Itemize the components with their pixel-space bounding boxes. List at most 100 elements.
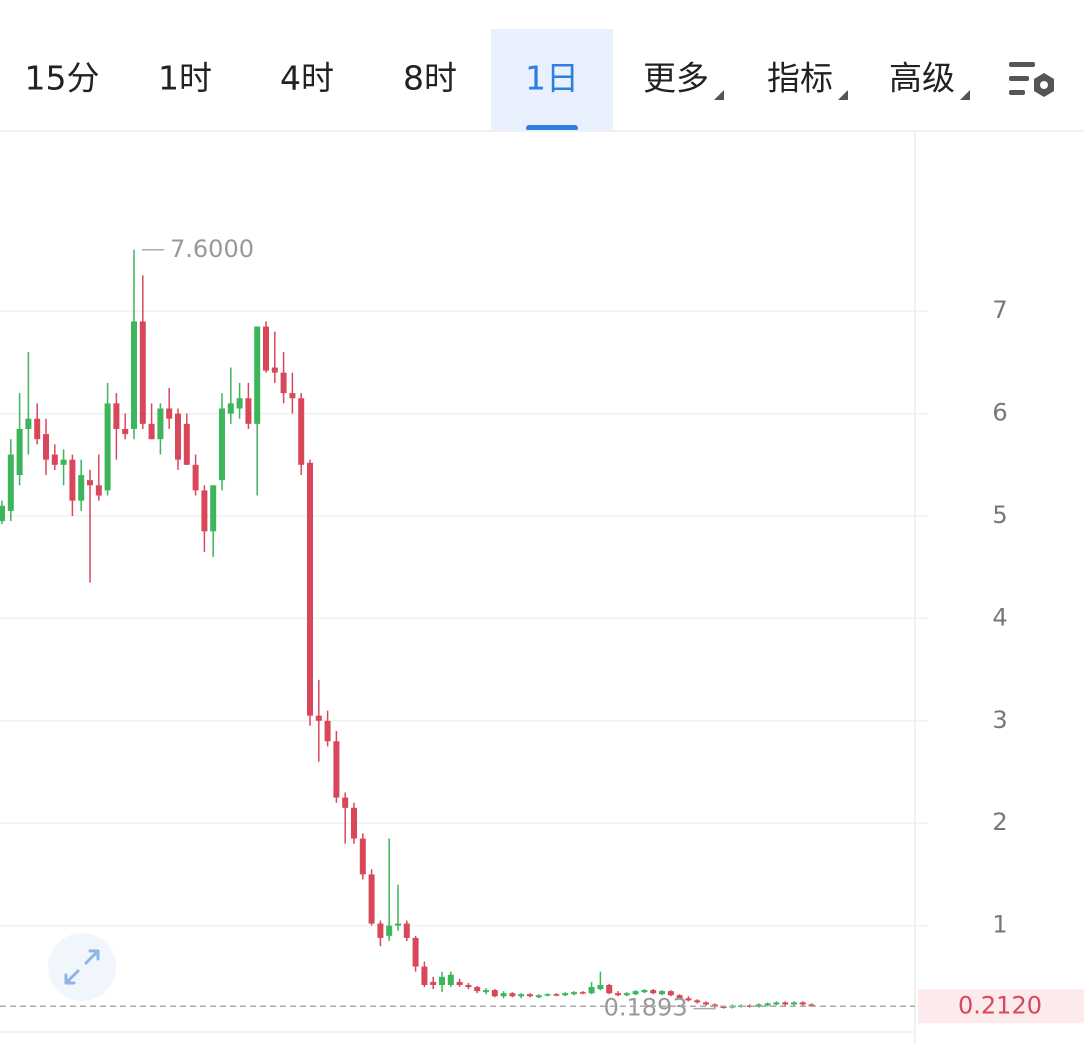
candle-body [122,428,129,435]
candle-body [307,462,313,716]
candle-body [667,991,674,996]
candle-body [60,459,67,465]
tab[interactable]: 1日 [525,59,579,98]
candle-body [791,1002,797,1005]
candle-body [430,981,437,985]
candle-body [25,418,32,429]
candle-body [808,1004,815,1007]
candle-body [676,995,683,999]
candle-body [403,923,410,938]
annotation-label: 0.1893 [604,994,688,1022]
candle-body [527,994,533,997]
candle-body [535,995,542,998]
candle-body [219,408,225,481]
y-tick-label: 2 [992,808,1007,836]
candle-body [553,994,560,996]
expand-button[interactable] [48,933,116,1001]
y-tick-label: 5 [992,501,1007,529]
candle-body [236,398,243,409]
tab-indicator [526,125,578,131]
candle-body [799,1002,806,1005]
candle-body [659,991,665,995]
candle-body [139,321,146,424]
y-tick-label: 7 [992,296,1007,324]
candle-body [377,923,384,938]
candle-body [280,372,287,394]
y-tick-label: 1 [992,911,1007,939]
last-price-label: 0.2120 [958,991,1042,1019]
tab[interactable]: 1时 [158,59,212,98]
candle-body [711,1004,718,1007]
settings-icon[interactable] [1009,62,1054,97]
candle-body [210,485,217,532]
candle-body [271,367,278,373]
candle-body [571,992,577,995]
candle-body [483,990,489,993]
candle-body [245,398,252,424]
candle-body [579,992,586,994]
candle-body [641,990,648,993]
candle-body [720,1006,727,1008]
candle-body [175,413,181,460]
candle-body [78,475,85,501]
candle-body [148,423,155,440]
candle-body [289,393,296,399]
candle-body [95,485,102,496]
candle-body [333,741,340,798]
plot: 1 2 3 4 5 6 7 7.6000 0.1893 0.2120 [0,235,1084,1024]
candle-body [113,403,120,429]
candle-body [131,321,137,429]
candle-body [51,454,58,465]
candle-body [773,1002,780,1005]
tab[interactable]: 指标 [767,59,833,98]
candle-body [263,326,269,371]
candle-body [298,398,305,465]
candle-body [782,1002,789,1005]
candle-body [104,403,111,491]
candle-body [43,434,49,460]
candle-body [623,993,630,996]
candle-body [412,937,419,967]
tab[interactable]: 高级 [889,59,955,98]
candle-body [606,984,613,994]
candle-body [254,326,261,424]
tab[interactable]: 15分 [25,59,100,98]
dropdown-caret [960,90,970,100]
tab[interactable]: 4时 [280,59,334,98]
candle-body [491,990,498,997]
y-tick-label: 3 [992,706,1007,734]
candle-body [439,976,445,985]
candle-body [227,403,234,414]
candle-body [694,1000,701,1003]
candle-body [650,990,657,994]
tab[interactable]: 8时 [403,59,457,98]
tab-active-bg [491,29,613,131]
candle-body [183,423,190,465]
candle-body [615,993,621,996]
candle-body [324,720,331,742]
candle-body [465,984,472,988]
candle-body [395,923,401,926]
dropdown-caret [714,90,724,100]
candle-body [192,464,199,491]
candle-body [632,991,639,995]
candle-body [509,993,516,997]
annotation-label: 7.6000 [170,235,254,263]
candle-body [34,418,41,440]
candle-body [703,1002,709,1005]
candle-body [474,987,481,992]
candle-body [0,505,5,522]
last-price-box [918,989,1084,1024]
tab[interactable]: 更多 [643,59,709,98]
candle-body [342,797,349,808]
candle-body [16,428,23,476]
candle-body [562,993,569,996]
candle-body [518,994,525,997]
candle-body [359,838,366,875]
tab-bar: 15分 1时 4时 8时 1日 更多 指标 高级 [25,29,970,131]
candle-body [421,966,428,985]
candle-body [588,987,595,994]
candle-body [7,454,14,511]
